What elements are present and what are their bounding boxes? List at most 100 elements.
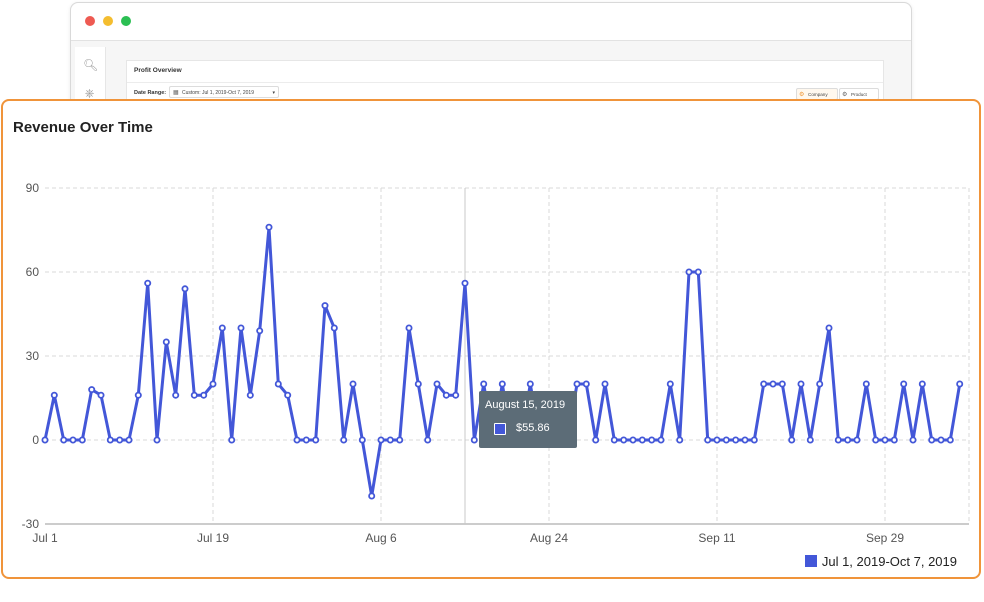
company-toggle-label: Company bbox=[808, 92, 828, 97]
data-point bbox=[648, 436, 656, 444]
data-point bbox=[657, 436, 665, 444]
data-point bbox=[918, 380, 926, 388]
data-point bbox=[928, 436, 936, 444]
data-point bbox=[181, 285, 189, 293]
revenue-series-line bbox=[43, 225, 962, 498]
data-point bbox=[694, 268, 702, 276]
revenue-line-chart[interactable]: -30 0 30 60 90 Jul 1 Jul 19 Aug 6 Aug 24 Sep 11 Se… bbox=[3, 101, 979, 577]
data-point bbox=[573, 380, 581, 388]
data-point bbox=[666, 380, 674, 388]
data-point bbox=[797, 380, 805, 388]
data-point bbox=[60, 436, 68, 444]
minimize-window-button[interactable] bbox=[103, 16, 113, 26]
data-point bbox=[750, 436, 758, 444]
data-point bbox=[414, 380, 422, 388]
legend-swatch bbox=[804, 555, 817, 567]
data-point bbox=[144, 279, 152, 287]
data-point bbox=[228, 436, 236, 444]
data-point bbox=[116, 436, 124, 444]
data-point bbox=[760, 380, 768, 388]
tooltip-date: August 15, 2019 bbox=[485, 399, 566, 411]
chart-legend[interactable]: Jul 1, 2019-Oct 7, 2019 bbox=[804, 553, 957, 569]
data-point bbox=[629, 436, 637, 444]
data-point bbox=[722, 436, 730, 444]
data-point bbox=[592, 436, 600, 444]
data-point bbox=[778, 380, 786, 388]
x-tick-label: Aug 6 bbox=[365, 531, 397, 545]
data-point bbox=[685, 268, 693, 276]
data-point bbox=[424, 436, 432, 444]
data-point bbox=[125, 436, 133, 444]
data-point bbox=[946, 436, 954, 444]
x-tick-label: Jul 19 bbox=[197, 531, 229, 545]
data-point bbox=[956, 380, 964, 388]
data-point bbox=[377, 436, 385, 444]
x-tick-label: Sep 29 bbox=[866, 531, 904, 545]
data-point bbox=[900, 380, 908, 388]
data-point bbox=[340, 436, 348, 444]
data-point bbox=[246, 391, 254, 399]
window-titlebar bbox=[71, 3, 911, 41]
tooltip-value: $55.86 bbox=[516, 422, 550, 434]
data-point bbox=[78, 436, 86, 444]
data-point bbox=[97, 391, 105, 399]
data-point bbox=[862, 380, 870, 388]
maximize-window-button[interactable] bbox=[121, 16, 131, 26]
search-icon[interactable]: 🔍︎ bbox=[83, 58, 99, 72]
data-point bbox=[358, 436, 366, 444]
data-point bbox=[274, 380, 282, 388]
y-tick-label: 90 bbox=[26, 181, 40, 195]
data-point bbox=[498, 380, 506, 388]
data-point bbox=[806, 436, 814, 444]
data-point bbox=[620, 436, 628, 444]
data-point bbox=[396, 436, 404, 444]
data-point bbox=[704, 436, 712, 444]
data-point bbox=[162, 338, 170, 346]
chart-title: Revenue Over Time bbox=[13, 119, 153, 136]
y-tick-label: 60 bbox=[26, 265, 40, 279]
data-point bbox=[134, 391, 142, 399]
date-range-value: Custom: Jul 1, 2019-Oct 7, 2019 bbox=[182, 90, 254, 96]
data-point bbox=[386, 436, 394, 444]
close-window-button[interactable] bbox=[85, 16, 95, 26]
data-point bbox=[349, 380, 357, 388]
data-point bbox=[610, 436, 618, 444]
data-point bbox=[881, 436, 889, 444]
data-point bbox=[872, 436, 880, 444]
divider bbox=[127, 82, 883, 83]
product-icon: ⚙ bbox=[842, 92, 848, 98]
y-tick-label: -30 bbox=[22, 517, 40, 531]
data-point bbox=[405, 324, 413, 332]
data-point bbox=[293, 436, 301, 444]
data-point bbox=[582, 380, 590, 388]
data-point bbox=[890, 436, 898, 444]
data-point bbox=[638, 436, 646, 444]
data-point bbox=[713, 436, 721, 444]
data-point bbox=[461, 279, 469, 287]
date-range-label: Date Range: bbox=[134, 90, 167, 96]
data-point bbox=[741, 436, 749, 444]
data-point bbox=[470, 436, 478, 444]
data-point bbox=[442, 391, 450, 399]
data-point bbox=[200, 391, 208, 399]
data-point bbox=[312, 436, 320, 444]
revenue-chart-card: Revenue Over Time -30 0 30 60 90 Jul 1 Jul 19 A… bbox=[1, 99, 981, 579]
tag-icon[interactable]: ⎈ bbox=[84, 86, 95, 100]
data-point bbox=[172, 391, 180, 399]
date-range-select[interactable]: ▦ Custom: Jul 1, 2019-Oct 7, 2019 ▾ bbox=[169, 86, 279, 98]
data-point bbox=[302, 436, 310, 444]
chevron-down-icon: ▾ bbox=[272, 90, 275, 96]
data-point bbox=[153, 436, 161, 444]
data-point bbox=[321, 302, 329, 310]
calendar-icon: ▦ bbox=[173, 90, 179, 96]
data-point bbox=[69, 436, 77, 444]
panel-title: Profit Overview bbox=[134, 67, 182, 74]
data-point bbox=[256, 327, 264, 335]
data-point bbox=[601, 380, 609, 388]
data-point bbox=[788, 436, 796, 444]
data-point bbox=[50, 391, 58, 399]
data-point bbox=[218, 324, 226, 332]
data-point bbox=[330, 324, 338, 332]
product-toggle-label: Product bbox=[851, 92, 867, 97]
data-point bbox=[909, 436, 917, 444]
